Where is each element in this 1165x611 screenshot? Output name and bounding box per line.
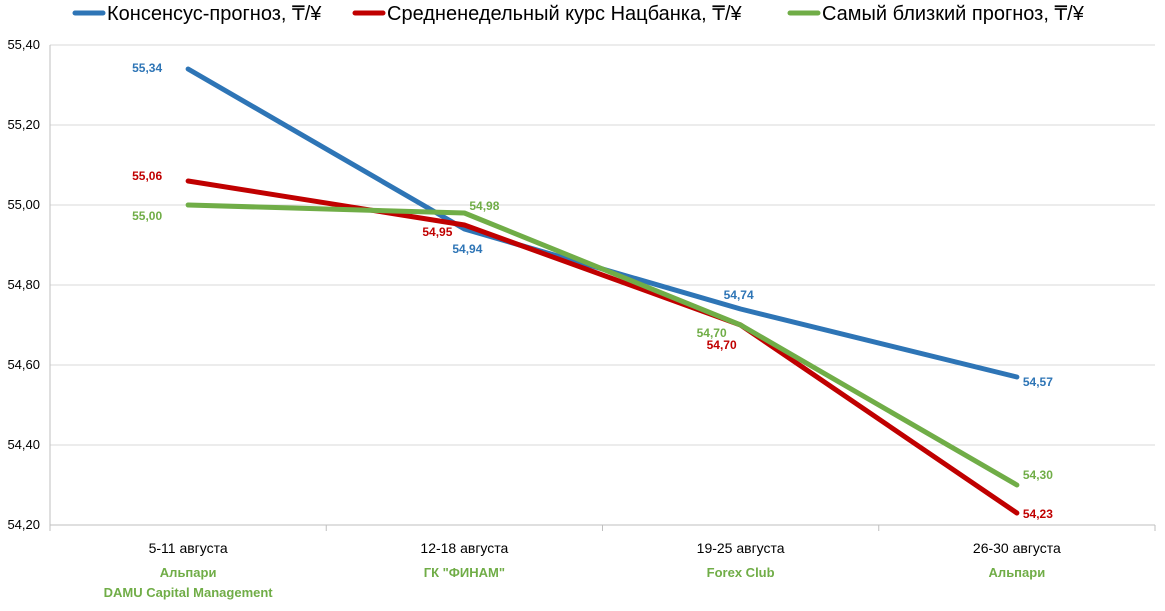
- x-tick-label: 12-18 августа: [420, 540, 508, 556]
- y-tick-label: 55,00: [7, 197, 40, 212]
- forecaster-label: DAMU Capital Management: [104, 585, 274, 600]
- y-tick-label: 54,20: [7, 517, 40, 532]
- data-label: 54,74: [724, 288, 754, 302]
- forecaster-label: Альпари: [989, 565, 1046, 580]
- data-label: 55,06: [132, 169, 162, 183]
- series-line: [185, 178, 1020, 516]
- y-tick-label: 55,40: [7, 37, 40, 52]
- legend-label: Средненедельный курс Нацбанка, ₸/¥: [387, 3, 743, 25]
- legend-label: Консенсус-прогноз, ₸/¥: [107, 3, 322, 25]
- data-label: 54,23: [1023, 507, 1053, 521]
- data-label: 54,70: [707, 338, 737, 352]
- x-tick-label: 5-11 августа: [149, 540, 228, 556]
- legend-label: Самый близкий прогноз, ₸/¥: [822, 3, 1085, 25]
- series-line: [185, 202, 1020, 488]
- y-tick-label: 54,40: [7, 437, 40, 452]
- forecaster-label: Альпари: [160, 565, 217, 580]
- forecaster-label: Forex Club: [707, 565, 775, 580]
- forecaster-label: ГК "ФИНАМ": [424, 565, 505, 580]
- x-tick-label: 26-30 августа: [973, 540, 1061, 556]
- data-label: 54,57: [1023, 375, 1053, 389]
- series-line: [185, 66, 1020, 380]
- data-label: 54,95: [422, 225, 452, 239]
- y-tick-label: 54,80: [7, 277, 40, 292]
- data-label: 55,00: [132, 209, 162, 223]
- data-label: 55,34: [132, 61, 162, 75]
- data-label: 54,98: [469, 199, 499, 213]
- y-tick-label: 54,60: [7, 357, 40, 372]
- data-label: 54,94: [452, 242, 482, 256]
- data-label: 54,30: [1023, 468, 1053, 482]
- data-label: 54,70: [697, 326, 727, 340]
- y-tick-label: 55,20: [7, 117, 40, 132]
- x-tick-label: 19-25 августа: [697, 540, 785, 556]
